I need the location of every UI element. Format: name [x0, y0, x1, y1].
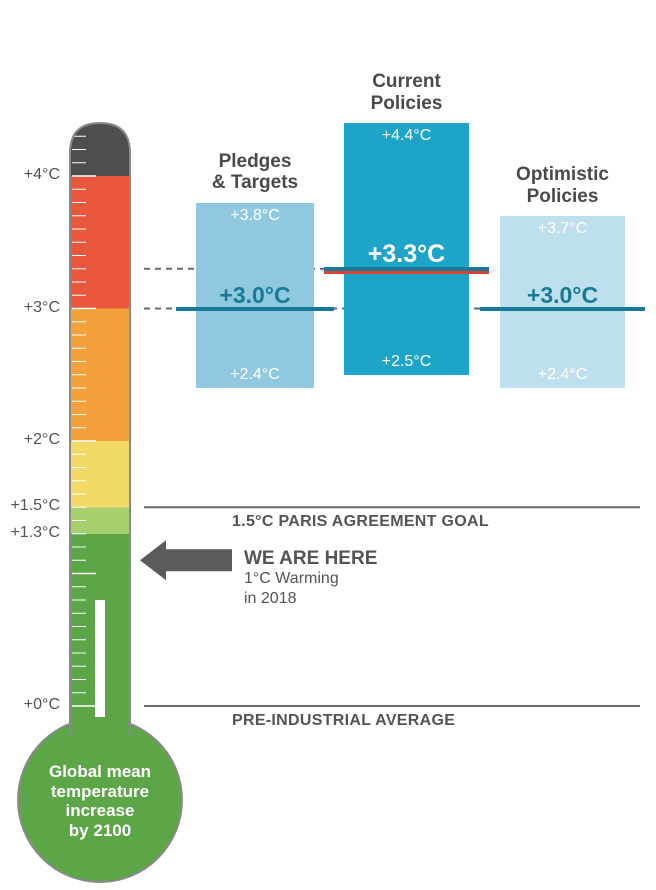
scenario-red-line-current: [324, 271, 489, 274]
axis-label: +1.5°C: [0, 497, 60, 515]
we-are-here-sub2: in 2018: [244, 590, 297, 608]
scenario-title-pledges: Pledges& Targets: [190, 151, 320, 195]
scenario-high-current: +4.4°C: [344, 127, 469, 145]
scenario-high-pledges: +3.8°C: [196, 207, 314, 225]
scenario-central-current: +3.3°C: [344, 240, 469, 269]
axis-label: +4°C: [0, 166, 60, 184]
we-are-here-arrow: [140, 540, 232, 580]
scenario-title-current: CurrentPolicies: [338, 71, 475, 115]
scenario-high-optimistic: +3.7°C: [500, 220, 625, 238]
scenario-low-pledges: +2.4°C: [196, 366, 314, 384]
thermometer: [0, 0, 656, 890]
we-are-here-sub1: 1°C Warming: [244, 570, 339, 588]
axis-label: +3°C: [0, 299, 60, 317]
temp-band: [70, 441, 130, 507]
axis-label: +0°C: [0, 696, 60, 714]
scenario-title-optimistic: OptimisticPolicies: [494, 164, 631, 208]
scenario-central-pledges: +3.0°C: [196, 282, 314, 309]
scenario-low-current: +2.5°C: [344, 353, 469, 371]
bulb-label: Global meantemperatureincreaseby 2100: [30, 762, 170, 840]
axis-label: +1.3°C: [0, 524, 60, 542]
mercury-column: [95, 600, 105, 730]
we-are-here-title: WE ARE HERE: [244, 548, 377, 570]
axis-label: +2°C: [0, 431, 60, 449]
preindustrial-label: PRE-INDUSTRIAL AVERAGE: [232, 712, 455, 730]
scenario-central-optimistic: +3.0°C: [500, 282, 625, 309]
paris-label: 1.5°C PARIS AGREEMENT GOAL: [232, 513, 489, 531]
scenario-low-optimistic: +2.4°C: [500, 366, 625, 384]
